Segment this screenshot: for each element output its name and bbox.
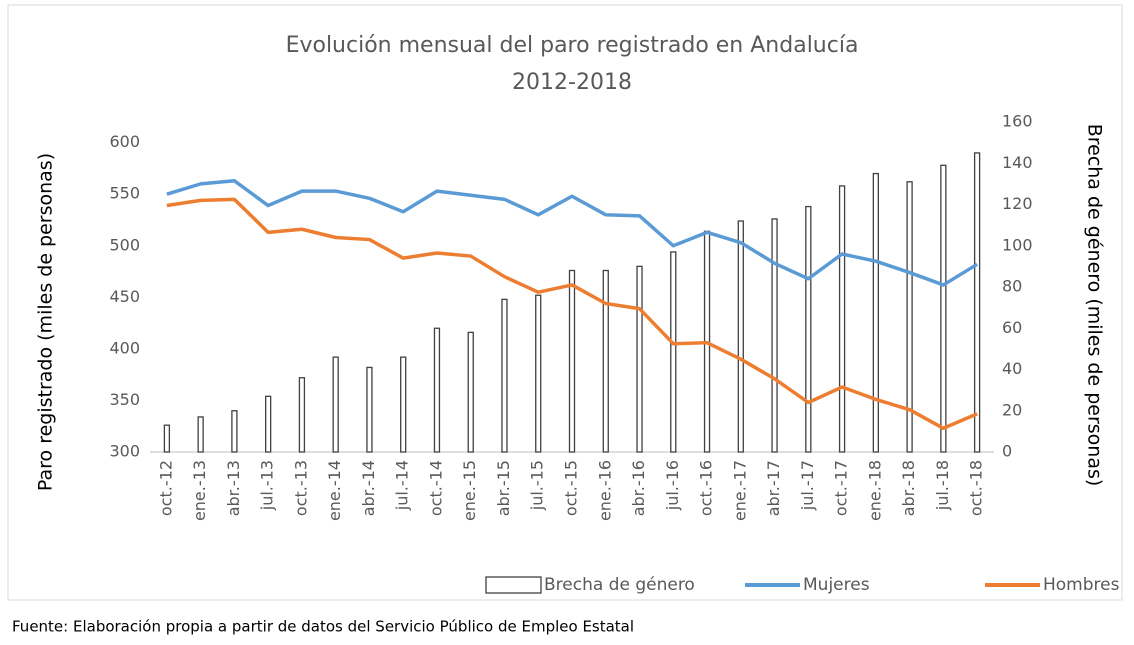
bar (231, 410, 238, 453)
x-tick-label: abr.-13 (224, 460, 243, 516)
x-tick-label: abr.-15 (494, 460, 513, 516)
y2-tick-label: 80 (1002, 277, 1022, 296)
bar (872, 172, 879, 453)
y2-tick-label: 20 (1002, 400, 1022, 419)
x-tick-label: jul.-15 (528, 460, 547, 511)
x-tick-label: ene.-17 (730, 460, 749, 521)
bar (771, 218, 778, 453)
x-tick-label: oct.-16 (697, 460, 716, 516)
source-note: Fuente: Elaboración propia a partir de d… (12, 618, 634, 636)
bar (737, 220, 744, 453)
line-series (166, 179, 979, 287)
bar (535, 294, 542, 453)
bar (467, 331, 474, 453)
x-tick-label: oct.-17 (832, 460, 851, 516)
bar (433, 327, 441, 453)
x-tick-label: abr.-14 (359, 460, 378, 516)
y-tick-label: 450 (109, 287, 140, 306)
bar (940, 164, 947, 453)
bar (670, 251, 677, 453)
x-tick-label: ene.-18 (865, 460, 884, 521)
x-tick-label: abr.-16 (629, 460, 648, 516)
x-tick-label: jul.-18 (933, 460, 952, 511)
bar (838, 185, 846, 453)
y-tick-label: 300 (109, 442, 140, 461)
line-series (166, 197, 978, 431)
y2-tick-label: 120 (1002, 194, 1033, 213)
x-tick-label: oct.-18 (967, 460, 986, 516)
x-tick-label: jul.-17 (798, 460, 817, 511)
y-tick-label: 400 (109, 338, 140, 357)
y2-tick-label: 40 (1002, 359, 1022, 378)
legend-label: Hombres (1043, 575, 1120, 595)
bar (568, 269, 576, 453)
x-tick-label: oct.-12 (156, 460, 175, 516)
bar (163, 424, 171, 453)
x-tick-label: abr.-18 (899, 460, 918, 516)
bar (197, 416, 204, 453)
chart-frame (7, 4, 1123, 601)
bar (602, 269, 609, 453)
x-tick-label: ene.-14 (325, 460, 344, 521)
y-tick-label: 600 (109, 132, 140, 151)
legend-label: Brecha de género (544, 575, 695, 595)
y2-axis-title: Brecha de género (miles de personas) (1084, 124, 1106, 487)
y2-tick-label: 100 (1002, 235, 1033, 254)
bar (298, 377, 306, 453)
x-tick-label: ene.-16 (595, 460, 614, 521)
chart-subtitle: 2012-2018 (512, 70, 632, 95)
x-tick-label: ene.-15 (460, 460, 479, 521)
x-tick-label: oct.-15 (562, 460, 581, 516)
y2-tick-label: 160 (1002, 112, 1033, 131)
bar (265, 395, 272, 453)
bar (805, 205, 812, 453)
y-tick-label: 500 (109, 235, 140, 254)
bar (973, 152, 981, 453)
y-tick-label: 550 (109, 184, 140, 203)
x-tick-label: jul.-13 (258, 460, 277, 511)
bar (501, 298, 508, 453)
x-tick-label: oct.-13 (291, 460, 310, 516)
x-tick-label: ene.-13 (190, 460, 209, 521)
bar (366, 366, 373, 453)
y2-tick-label: 60 (1002, 318, 1022, 337)
y-axis-title: Paro registrado (miles de personas) (35, 153, 57, 491)
y-tick-label: 350 (109, 390, 140, 409)
x-tick-label: abr.-17 (764, 460, 783, 516)
x-tick-label: jul.-14 (393, 460, 412, 511)
bar (400, 356, 407, 453)
bar (906, 181, 913, 453)
y2-tick-label: 0 (1002, 442, 1012, 461)
x-tick-label: oct.-14 (426, 460, 445, 516)
legend-swatch (485, 576, 542, 594)
bar (636, 265, 643, 453)
chart-title: Evolución mensual del paro registrado en… (286, 33, 859, 58)
legend-label: Mujeres (803, 575, 870, 595)
bar (332, 356, 339, 453)
x-tick-label: jul.-16 (663, 460, 682, 511)
y2-tick-label: 140 (1002, 153, 1033, 172)
